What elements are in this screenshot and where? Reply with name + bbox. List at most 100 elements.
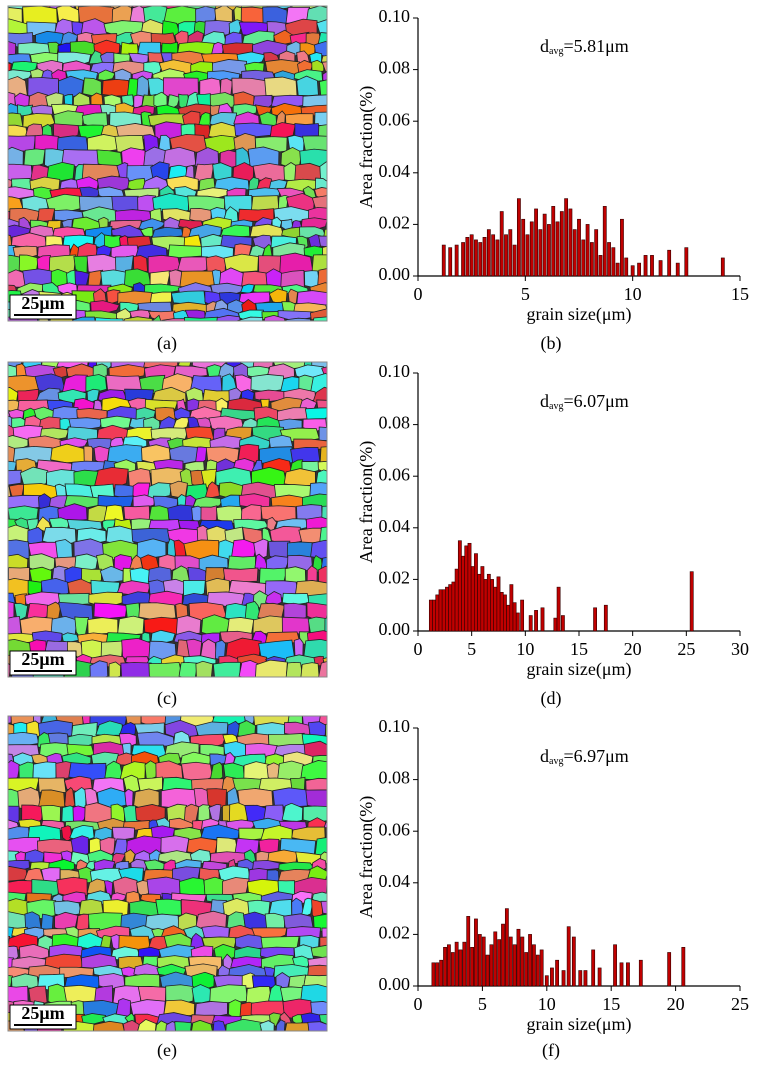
panel-label: (e) [157, 1040, 177, 1061]
bar [529, 221, 534, 277]
grain [164, 719, 199, 740]
panel-label: (b) [541, 333, 562, 354]
bar [474, 553, 478, 632]
bar [528, 615, 533, 632]
grain [237, 316, 264, 321]
bar [525, 234, 530, 277]
grain [275, 1019, 286, 1031]
bar [516, 198, 521, 277]
x-tick-label: 30 [731, 639, 749, 659]
bar [462, 941, 467, 987]
bar [482, 237, 487, 277]
panel-label: (c) [157, 688, 177, 709]
bar [591, 949, 596, 987]
bar [568, 208, 573, 277]
y-tick-label: 0.00 [379, 619, 411, 639]
y-axis-label: Area fraction(%) [356, 441, 377, 563]
bar [559, 211, 564, 277]
bar [643, 255, 648, 277]
bar [512, 944, 517, 987]
bar [485, 954, 490, 987]
grain [222, 804, 231, 824]
bar [547, 224, 551, 277]
bar [486, 573, 491, 632]
annotation: davg=5.81μm [540, 36, 629, 57]
bar [445, 586, 449, 632]
bar [544, 975, 549, 987]
bar [512, 244, 517, 277]
grain [325, 417, 327, 429]
bar [512, 602, 517, 632]
y-tick-label: 0.10 [379, 361, 411, 381]
grain [323, 228, 327, 238]
bar [508, 936, 513, 987]
grain [93, 602, 128, 619]
bar [480, 566, 485, 632]
grain [316, 19, 327, 36]
grain [108, 661, 121, 677]
x-axis-label: grain size(μm) [526, 659, 631, 680]
grain [203, 876, 225, 897]
bar [506, 604, 511, 632]
grain [319, 446, 327, 464]
bar [583, 970, 588, 987]
x-tick-label: 15 [602, 994, 620, 1014]
x-tick-label: 25 [731, 994, 749, 1014]
bar [637, 262, 642, 277]
grain [318, 426, 327, 442]
grain [37, 208, 56, 223]
grain [305, 777, 327, 792]
grain [212, 1020, 227, 1031]
x-tick-label: 0 [414, 994, 423, 1014]
grain [291, 1014, 304, 1026]
micrograph [8, 6, 327, 321]
bar [615, 262, 620, 277]
bar [593, 607, 598, 632]
y-tick-label: 0.06 [379, 819, 411, 839]
grain [216, 314, 241, 321]
grain [23, 148, 46, 167]
bar [478, 242, 483, 277]
bar [520, 599, 525, 632]
x-axis-label: grain size(μm) [526, 304, 631, 325]
grain [123, 505, 151, 522]
bar [509, 584, 514, 632]
bar [597, 967, 602, 987]
bar [658, 260, 663, 277]
annotation-base: d [540, 36, 549, 56]
bar [667, 249, 672, 277]
y-tick-label: 0.00 [379, 974, 411, 994]
bar [620, 218, 624, 277]
bar [435, 594, 440, 632]
bar [624, 257, 629, 277]
bar [534, 610, 538, 632]
y-tick-label: 0.04 [379, 871, 411, 891]
bar [461, 242, 465, 277]
grain [122, 774, 141, 794]
grain [320, 55, 327, 64]
bar [535, 954, 540, 987]
grain [72, 316, 96, 321]
bar [689, 571, 694, 632]
bar [501, 923, 505, 987]
bar [619, 962, 624, 987]
micrograph-border [7, 5, 328, 322]
bar [474, 239, 478, 277]
grain [122, 1019, 140, 1031]
grain [199, 77, 222, 97]
y-tick-label: 0.02 [379, 923, 411, 943]
bar [467, 542, 472, 632]
bar [626, 962, 630, 987]
bar [486, 229, 491, 277]
scale-label: 25μm [21, 1003, 64, 1023]
grain [8, 866, 29, 882]
grain [86, 134, 119, 153]
micrograph [8, 362, 327, 677]
bar [539, 949, 544, 987]
grain [202, 389, 231, 402]
grain [324, 617, 327, 634]
grain [227, 555, 256, 571]
grain [8, 788, 21, 809]
bar [450, 952, 455, 987]
grain [250, 374, 284, 393]
